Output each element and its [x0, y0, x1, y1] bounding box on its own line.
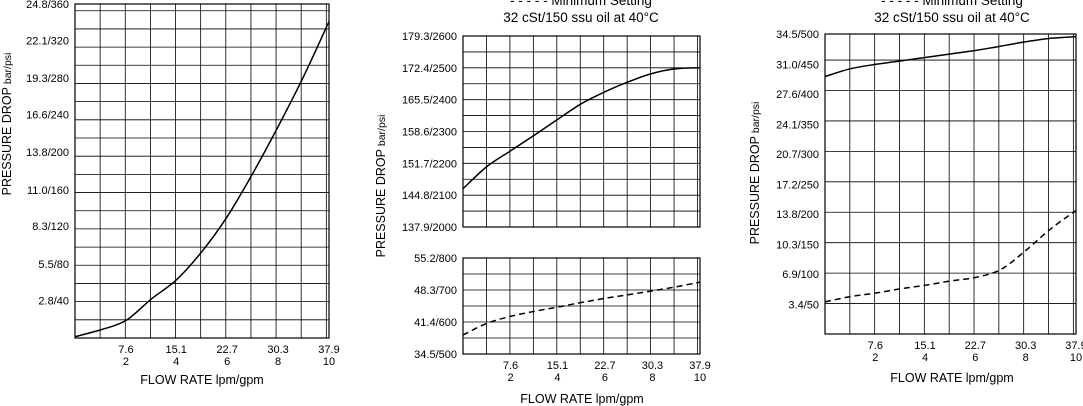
chart3-ytick-label: 13.8/200	[776, 209, 819, 221]
chart3-ytick-label: 24.1/350	[776, 119, 819, 131]
chart1-ytick-label: 5.5/80	[38, 259, 69, 271]
chart1-ytick-label: 24.8/360	[26, 0, 69, 11]
chart2-xtick-gpm: 6	[602, 372, 608, 384]
chart1-ylabel-unit: bar/psi	[2, 53, 14, 87]
chart2-upper-ytick-label: 172.4/2500	[402, 63, 457, 75]
chart1-xtick-gpm: 2	[123, 356, 129, 368]
center-legend-sub: 32 cSt/150 ssu oil at 40°C	[503, 10, 659, 25]
chart2-xtick-lpm: 15.1	[547, 360, 568, 372]
chart2-ylabel: PRESSURE DROP bar/psi	[374, 115, 388, 258]
chart2-xtick-gpm: 2	[507, 372, 513, 384]
chart3-ytick-label: 17.2/250	[776, 179, 819, 191]
chart2-ylabel-main: PRESSURE DROP	[374, 149, 388, 257]
chart1-ytick-label: 16.6/240	[26, 109, 69, 121]
chart3-xtick-gpm: 4	[922, 352, 928, 364]
chart2-xtick-gpm: 10	[694, 372, 706, 384]
right-legend-sub: 32 cSt/150 ssu oil at 40°C	[874, 10, 1030, 25]
right-legend-label: - - - - - Minimum Setting	[881, 0, 1023, 8]
chart3-ytick-label: 20.7/300	[776, 149, 819, 161]
chart2-upper-ytick-label: 158.6/2300	[402, 127, 457, 139]
chart2-xtick-lpm: 37.9	[689, 360, 710, 372]
chart3-xtick-gpm: 2	[872, 352, 878, 364]
chart2-xtick-lpm: 22.7	[594, 360, 615, 372]
chart3-ylabel-unit: bar/psi	[750, 102, 762, 136]
chart2-lower-ytick-label: 41.4/600	[414, 317, 457, 329]
chart3-xtick-lpm: 22.7	[965, 340, 986, 352]
chart2-xlabel: FLOW RATE lpm/gpm	[520, 392, 643, 406]
chart3-xtick-lpm: 37.9	[1065, 340, 1083, 352]
chart3-ylabel-main: PRESSURE DROP	[748, 136, 762, 244]
chart1-ytick-label: 19.3/280	[26, 73, 69, 85]
chart1-ytick-label: 8.3/120	[32, 221, 69, 233]
chart1-xlabel: FLOW RATE lpm/gpm	[140, 373, 263, 387]
chart1-xtick-lpm: 30.3	[267, 344, 288, 356]
chart1-ylabel-main: PRESSURE DROP	[0, 87, 14, 195]
chart1-ylabel: PRESSURE DROP bar/psi	[0, 53, 14, 196]
chart3-xtick-gpm: 6	[972, 352, 978, 364]
chart3-ytick-label: 3.4/50	[788, 299, 819, 311]
chart2-series-1	[462, 67, 701, 190]
chart3-ylabel: PRESSURE DROP bar/psi	[748, 102, 762, 245]
chart3-xtick-lpm: 7.6	[868, 340, 883, 352]
chart3-xtick-gpm: 8	[1023, 352, 1029, 364]
chart2-ylabel-unit: bar/psi	[376, 115, 388, 149]
chart1-xtick-gpm: 6	[224, 356, 230, 368]
chart3-series-1	[824, 35, 1077, 78]
chart2-lower-ytick-label: 55.2/800	[414, 253, 457, 265]
chart1-xtick-lpm: 7.6	[118, 344, 133, 356]
chart3-series-2	[824, 209, 1077, 303]
chart3-xtick-lpm: 15.1	[914, 340, 935, 352]
chart3-xlabel: FLOW RATE lpm/gpm	[890, 371, 1013, 385]
chart3-frame	[824, 33, 1077, 335]
chart1-xtick-gpm: 4	[173, 356, 179, 368]
chart3-ytick-label: 34.5/500	[776, 29, 819, 41]
chart2: 137.9/2000 144.8/2100 151.7/2200 158.6/2300…	[402, 31, 711, 384]
chart2-lower-ytick-label: 48.3/700	[414, 285, 457, 297]
chart1-xtick-lpm: 15.1	[165, 344, 186, 356]
center-legend-label: - - - - - Minimum Setting	[510, 0, 652, 8]
chart2-xtick-lpm: 30.3	[642, 360, 663, 372]
chart1-ytick-label: 22.1/320	[26, 35, 69, 47]
chart1-xtick-lpm: 37.9	[318, 344, 339, 356]
chart1-series-1	[74, 21, 330, 338]
chart2-xtick-lpm: 7.6	[503, 360, 518, 372]
chart1-frame	[74, 3, 330, 339]
chart2-xtick-gpm: 8	[649, 372, 655, 384]
chart3-ytick-label: 6.9/100	[782, 269, 819, 281]
chart2-upper-ytick-label: 151.7/2200	[402, 158, 457, 170]
chart3-xtick-lpm: 30.3	[1015, 340, 1036, 352]
chart2-lower-ytick-label: 34.5/500	[414, 349, 457, 361]
chart1-xtick-gpm: 10	[323, 356, 335, 368]
chart1-ytick-label: 11.0/160	[27, 185, 69, 197]
chart3-ytick-label: 27.6/400	[776, 89, 819, 101]
chart3-xtick-gpm: 10	[1070, 352, 1082, 364]
chart2-upper-ytick-label: 144.8/2100	[402, 190, 457, 202]
chart1-ytick-label: 2.8/40	[38, 295, 69, 307]
chart2-upper-ytick-label: 165.5/2400	[402, 95, 457, 107]
chart2-upper-ytick-label: 137.9/2000	[402, 222, 457, 234]
chart2-upper-ytick-label: 179.3/2600	[402, 31, 457, 43]
chart1-xtick-gpm: 8	[275, 356, 281, 368]
chart3: 3.4/50 6.9/100 10.3/150 13.8/200 17.2/250 20.…	[776, 29, 1083, 364]
chart3-ytick-label: 10.3/150	[776, 239, 819, 251]
chart2-xtick-gpm: 4	[554, 372, 560, 384]
chart1: 2.8/40 5.5/80 8.3/120 11.0/160 13.8/200 16.6/…	[26, 0, 340, 368]
chart2-series-2	[462, 281, 701, 336]
chart1-xtick-lpm: 22.7	[216, 344, 237, 356]
chart3-ytick-label: 31.0/450	[776, 59, 819, 71]
chart1-ytick-label: 13.8/200	[26, 147, 69, 159]
